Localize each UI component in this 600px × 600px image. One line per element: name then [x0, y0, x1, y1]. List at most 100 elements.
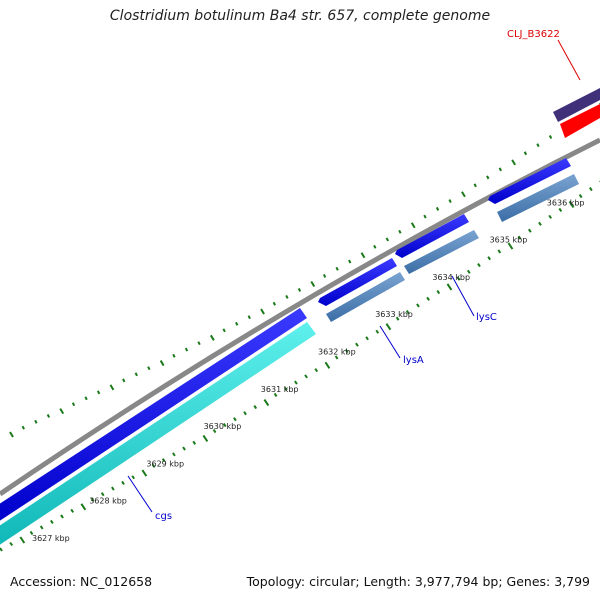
tick-label: 3630 kbp: [204, 422, 242, 431]
tick-label-layer: 3627 kbp 3628 kbp 3629 kbp 3630 kbp 3631 kbp…: [32, 198, 585, 543]
tick-label: 3628 kbp: [89, 497, 127, 506]
inner-tick: [9, 541, 14, 547]
inner-tick: [151, 463, 156, 468]
outer-tick: [435, 206, 440, 211]
tick-label: 3635 kbp: [490, 236, 528, 245]
inner-tick: [263, 398, 270, 407]
inner-tick: [192, 440, 197, 445]
outer-tick: [410, 222, 416, 229]
gene-forward-long: [0, 308, 307, 521]
gene-CLJ_B3622: [560, 104, 600, 138]
outer-tick: [71, 402, 76, 407]
outer-tick: [285, 294, 289, 299]
outer-tick: [34, 419, 38, 424]
reverse-strand-features: [0, 104, 600, 545]
inner-tick: [50, 519, 54, 525]
outer-tick: [423, 214, 427, 219]
outer-tick: [222, 328, 226, 333]
inner-tick: [273, 392, 278, 397]
tick-label: 3631 kbp: [261, 385, 299, 394]
connector-CLJ_B3622: [557, 39, 581, 81]
inner-tick: [446, 283, 453, 291]
inner-tick: [355, 342, 359, 347]
minor-ticks: [0, 180, 600, 552]
inner-tick: [222, 423, 227, 428]
inner-tick: [294, 380, 298, 385]
inner-tick: [588, 186, 593, 192]
outer-tick: [59, 408, 65, 415]
inner-tick: [314, 368, 319, 373]
inner-tick: [172, 452, 176, 457]
outer-tick: [335, 266, 339, 271]
outer-tick: [84, 396, 88, 401]
outer-tick: [21, 425, 25, 430]
outer-tick: [184, 347, 189, 352]
outer-tick: [461, 191, 466, 198]
gene-other-feature: [553, 88, 600, 122]
outer-ticks: [9, 102, 600, 438]
outer-tick: [46, 414, 51, 418]
inner-tick: [334, 355, 339, 360]
connector-lysC: [451, 275, 475, 317]
label-connectors: [127, 39, 581, 513]
outer-tick: [511, 159, 516, 166]
inner-tick: [283, 386, 288, 391]
inner-tick: [90, 497, 95, 502]
inner-tick: [548, 214, 552, 219]
connector-cgs: [127, 475, 153, 513]
inner-tick: [405, 310, 410, 315]
outer-tick: [536, 143, 540, 148]
inner-tick: [497, 249, 502, 254]
inner-tick: [161, 458, 166, 463]
outer-tick: [385, 237, 389, 242]
inner-tick: [324, 361, 331, 369]
outer-tick: [159, 360, 165, 367]
inner-tick: [304, 374, 308, 379]
outer-tick: [235, 321, 239, 326]
tick-label: 3627 kbp: [32, 534, 70, 543]
outer-tick: [548, 135, 553, 139]
genome-summary: Topology: circular; Length: 3,977,794 bp…: [246, 574, 590, 589]
inner-tick: [365, 336, 369, 341]
connector-lysA: [379, 325, 401, 359]
gene-lysC: [404, 230, 479, 274]
inner-tick: [517, 235, 522, 240]
inner-tick: [527, 228, 532, 233]
outer-tick: [122, 378, 126, 383]
gene-label-layer: cgs lysA lysC CLJ_B3622: [155, 29, 560, 522]
inner-tick: [141, 469, 148, 477]
inner-tick: [568, 200, 575, 209]
outer-tick: [134, 372, 138, 377]
inner-tick: [375, 329, 380, 334]
outer-tick: [172, 353, 176, 358]
gene-forward-3634: [395, 214, 469, 258]
gene-forward-3636: [488, 158, 571, 204]
inner-tick: [80, 503, 87, 511]
outer-tick: [272, 301, 277, 306]
inner-tick: [253, 405, 258, 410]
inner-tick: [487, 256, 491, 261]
tick-label: 3632 kbp: [318, 348, 356, 357]
outer-tick: [109, 384, 115, 391]
inner-tick: [212, 428, 217, 434]
gene-label-CLJ_B3622: CLJ_B3622: [507, 29, 560, 40]
gene-3636-reverse: [497, 174, 579, 222]
inner-tick: [111, 486, 115, 491]
outer-tick: [498, 167, 502, 172]
outer-tick: [373, 244, 377, 249]
gene-lysA: [326, 272, 405, 322]
inner-tick: [60, 514, 64, 519]
tick-label: 3633 kbp: [375, 310, 413, 319]
inner-tick: [466, 269, 471, 274]
inner-tick: [477, 263, 481, 268]
inner-tick: [395, 316, 400, 321]
inner-tick: [19, 536, 26, 544]
outer-tick: [348, 259, 352, 264]
outer-tick: [147, 366, 151, 371]
tick-label: 3629 kbp: [146, 459, 184, 468]
forward-strand-features: [0, 88, 600, 521]
inner-tick: [182, 446, 186, 451]
outer-tick: [398, 229, 402, 234]
